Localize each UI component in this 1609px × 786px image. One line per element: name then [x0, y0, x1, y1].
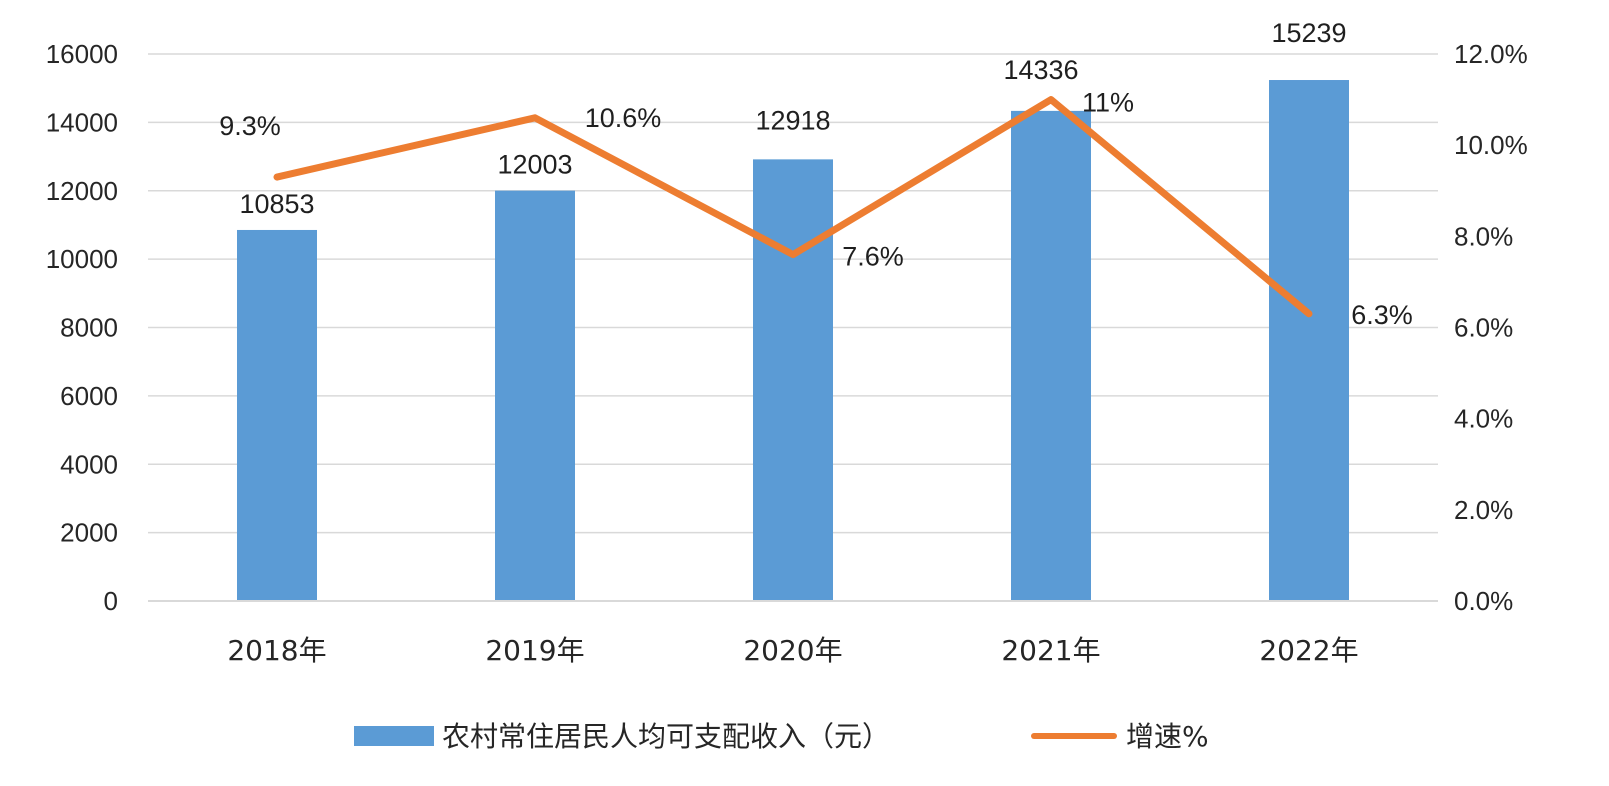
- left-axis-tick-label: 12000: [46, 176, 118, 206]
- bar-data-label: 10853: [239, 189, 314, 219]
- left-axis-tick-label: 8000: [60, 313, 118, 343]
- bar-data-label: 12918: [755, 105, 830, 135]
- x-axis: 2018年 2019年 2020年 2021年 2022年: [148, 600, 1438, 667]
- right-axis-tick-label: 8.0%: [1454, 221, 1513, 251]
- left-axis-tick-label: 4000: [60, 449, 118, 479]
- growth-line: [273, 96, 1313, 318]
- right-axis-tick-label: 4.0%: [1454, 404, 1513, 434]
- growth-data-label: 11%: [1082, 88, 1134, 118]
- growth-data-label: 9.3%: [219, 111, 281, 141]
- growth-data-label: 10.6%: [585, 103, 662, 133]
- left-axis-tick-label: 0: [104, 586, 118, 616]
- bar-data-label: 12003: [497, 150, 572, 180]
- growth-data-label: 6.3%: [1351, 300, 1413, 330]
- right-axis-tick-label: 6.0%: [1454, 313, 1513, 343]
- right-axis-tick-label: 10.0%: [1454, 130, 1528, 160]
- income-bar: [1269, 80, 1349, 602]
- left-axis-tick-label: 14000: [46, 107, 118, 137]
- bar-data-label: 14336: [1003, 55, 1078, 85]
- legend-line-label: 增速%: [1126, 720, 1209, 753]
- x-axis-tick-label: 2021年: [1001, 634, 1100, 667]
- right-axis-tick-label: 12.0%: [1454, 39, 1528, 69]
- growth-data-label: 7.6%: [842, 242, 904, 272]
- income-bar: [1011, 110, 1091, 601]
- left-axis-tick-label: 6000: [60, 381, 118, 411]
- left-axis-tick-label: 10000: [46, 244, 118, 274]
- bar-data-label: 15239: [1271, 18, 1346, 48]
- income-bar: [237, 229, 317, 601]
- x-axis-tick-label: 2020年: [743, 634, 842, 667]
- right-axis: 0.0% 2.0% 4.0% 6.0% 8.0% 10.0% 12.0%: [1454, 39, 1528, 616]
- income-bar: [753, 159, 833, 601]
- left-axis-tick-label: 2000: [60, 518, 118, 548]
- legend-bar-label: 农村常住居民人均可支配收入（元）: [442, 720, 890, 753]
- x-axis-tick-label: 2019年: [485, 634, 584, 667]
- data-labels: 10853 12003 12918 14336 15239 9.3% 10.6% 7.6% 11…: [219, 18, 1413, 330]
- right-axis-tick-label: 2.0%: [1454, 495, 1513, 525]
- income-bar: [495, 190, 575, 601]
- left-axis-tick-label: 16000: [46, 39, 118, 69]
- bars: [237, 80, 1349, 602]
- left-axis: 0 2000 4000 6000 8000 10000 12000 14000 16000: [46, 39, 118, 616]
- legend-bar-swatch: [354, 726, 434, 746]
- x-axis-tick-label: 2018年: [227, 634, 326, 667]
- x-axis-tick-label: 2022年: [1259, 634, 1358, 667]
- right-axis-tick-label: 0.0%: [1454, 586, 1513, 616]
- legend: 农村常住居民人均可支配收入（元） 增速%: [354, 720, 1209, 753]
